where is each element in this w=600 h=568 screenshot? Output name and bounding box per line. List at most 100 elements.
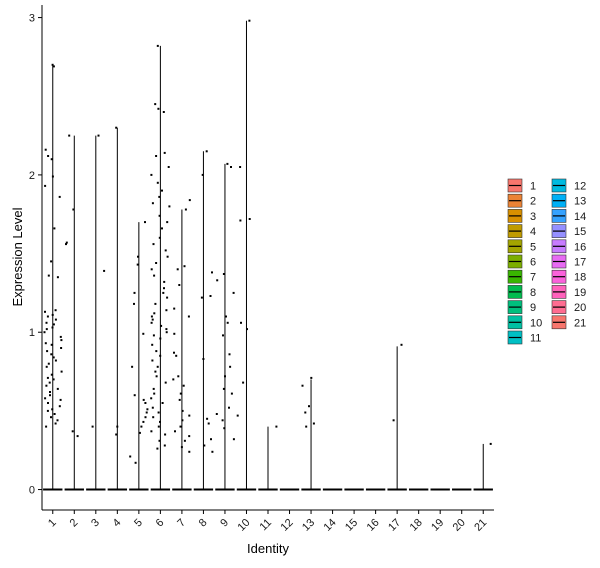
data-point bbox=[239, 166, 242, 168]
data-point bbox=[161, 189, 163, 192]
legend-item-9: 9 bbox=[507, 300, 536, 314]
x-tick-label: 6 bbox=[154, 517, 167, 530]
legend-item-15: 15 bbox=[551, 224, 586, 238]
legend-item-18: 18 bbox=[551, 269, 586, 284]
data-point bbox=[50, 373, 53, 376]
y-tick-label: 1 bbox=[29, 327, 35, 339]
data-point bbox=[134, 461, 137, 464]
data-point bbox=[45, 365, 48, 368]
data-point bbox=[146, 408, 149, 411]
data-point bbox=[184, 208, 187, 211]
data-point bbox=[150, 397, 153, 400]
data-point bbox=[174, 430, 176, 433]
data-point bbox=[162, 291, 165, 294]
x-tick-label: 7 bbox=[175, 517, 188, 530]
data-point bbox=[45, 384, 48, 387]
data-point bbox=[275, 425, 278, 428]
data-point bbox=[248, 218, 251, 220]
data-point bbox=[142, 420, 145, 423]
data-point bbox=[312, 422, 315, 425]
data-point bbox=[45, 321, 48, 324]
data-point bbox=[161, 402, 164, 404]
data-point bbox=[156, 44, 159, 47]
data-point bbox=[151, 343, 154, 346]
data-point bbox=[71, 430, 74, 433]
legend-item-21: 21 bbox=[551, 315, 586, 329]
data-point bbox=[144, 221, 146, 224]
data-point bbox=[153, 274, 156, 277]
legend-label: 12 bbox=[574, 181, 586, 193]
data-point bbox=[232, 291, 235, 294]
data-point bbox=[133, 291, 136, 294]
data-point bbox=[144, 416, 147, 419]
data-point bbox=[160, 324, 163, 327]
data-point bbox=[301, 384, 304, 387]
data-point bbox=[183, 265, 186, 268]
data-point bbox=[58, 405, 61, 408]
data-point bbox=[54, 309, 57, 312]
x-tick-label: 9 bbox=[218, 517, 231, 530]
legend-label: 15 bbox=[574, 226, 586, 238]
data-point bbox=[53, 413, 56, 415]
data-point bbox=[150, 268, 153, 271]
violin-2 bbox=[64, 134, 84, 491]
legend-item-1: 1 bbox=[507, 178, 536, 193]
y-axis-ticks: 0 1 2 3 bbox=[29, 13, 42, 497]
data-point bbox=[173, 351, 175, 354]
legend-label: 16 bbox=[574, 241, 586, 253]
x-axis-ticks: 1 2 3 4 5 6 7 8 9 10 11 12 13 14 15 16 17 18 19 20 21 bbox=[46, 510, 489, 534]
data-point bbox=[51, 313, 54, 316]
data-point bbox=[203, 444, 206, 447]
legend-label: 17 bbox=[574, 257, 586, 269]
data-point bbox=[173, 332, 176, 335]
data-point bbox=[154, 370, 157, 373]
data-point bbox=[215, 413, 218, 415]
data-point bbox=[152, 387, 155, 390]
data-point bbox=[222, 334, 224, 337]
data-point bbox=[45, 328, 48, 331]
legend-item-12: 12 bbox=[551, 178, 586, 193]
data-point bbox=[46, 409, 49, 412]
data-point bbox=[50, 416, 52, 419]
data-point bbox=[97, 134, 100, 137]
data-point bbox=[91, 425, 94, 428]
x-tick-label: 18 bbox=[408, 517, 425, 534]
data-point bbox=[230, 392, 233, 395]
data-point bbox=[165, 309, 168, 312]
data-point bbox=[152, 416, 155, 419]
violin-1 bbox=[43, 63, 63, 491]
data-point bbox=[159, 420, 161, 423]
data-point bbox=[58, 195, 61, 198]
data-point bbox=[400, 343, 403, 346]
data-point bbox=[163, 280, 166, 283]
data-point bbox=[51, 408, 54, 411]
data-point bbox=[224, 375, 226, 378]
data-point bbox=[52, 65, 55, 68]
data-point bbox=[155, 375, 158, 378]
legend-item-16: 16 bbox=[551, 239, 586, 253]
data-point bbox=[163, 444, 166, 447]
data-point bbox=[56, 419, 59, 422]
violin-13 bbox=[301, 376, 321, 491]
data-point bbox=[205, 150, 208, 153]
legend-label: 4 bbox=[530, 226, 536, 238]
data-point bbox=[65, 243, 67, 246]
legend-item-17: 17 bbox=[551, 254, 586, 269]
data-point bbox=[163, 287, 165, 290]
data-point bbox=[177, 375, 180, 378]
data-point bbox=[157, 107, 160, 110]
data-point bbox=[49, 391, 51, 393]
data-point bbox=[47, 362, 50, 365]
legend-label: 21 bbox=[574, 317, 586, 329]
data-point bbox=[48, 381, 51, 384]
violin-9 bbox=[215, 162, 235, 491]
data-point bbox=[167, 166, 170, 168]
data-point bbox=[222, 387, 225, 390]
data-point bbox=[183, 439, 186, 442]
data-point bbox=[157, 411, 160, 414]
x-tick-label: 11 bbox=[258, 517, 275, 534]
data-point bbox=[137, 255, 139, 258]
data-point bbox=[133, 394, 136, 397]
data-point bbox=[116, 425, 119, 428]
data-point bbox=[181, 419, 184, 422]
